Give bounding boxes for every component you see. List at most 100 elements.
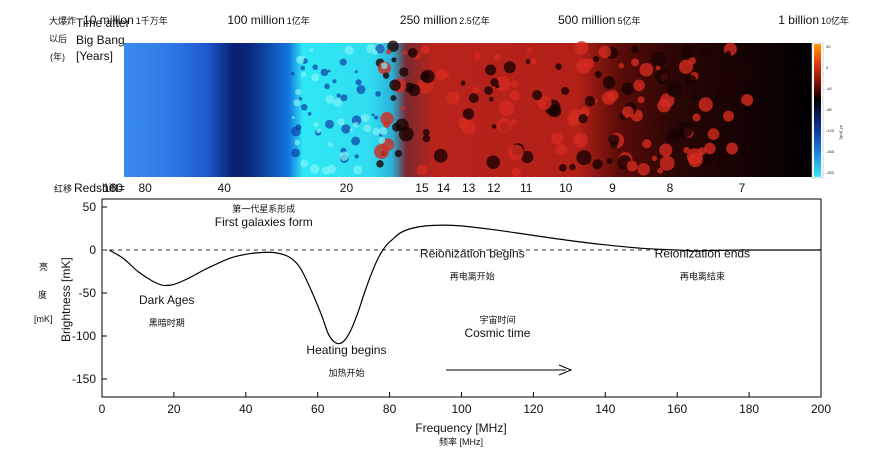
strip-blob	[293, 99, 301, 107]
plot-axes: 0 20 40 60 80 100 120 140 160 180 200 50 0 -50 -100 -15…	[72, 200, 831, 416]
strip-blob	[294, 139, 301, 146]
strip-blob	[692, 113, 701, 122]
strip-blob	[551, 132, 564, 145]
strip-blob	[561, 86, 570, 95]
strip-blob	[402, 50, 407, 55]
strip-blob	[622, 106, 634, 118]
time-tick-en: 100 million	[227, 13, 284, 27]
redshift-value: 80	[138, 181, 152, 195]
strip-blob	[324, 83, 330, 90]
strip-blob	[300, 71, 307, 78]
strip-blob	[337, 118, 345, 126]
redshift-value: 15	[415, 181, 429, 195]
annotation-en: First galaxies form	[215, 215, 313, 229]
strip-blob	[631, 58, 640, 67]
strip-blob	[291, 116, 295, 120]
strip-blob	[575, 135, 582, 142]
strip-blob	[726, 75, 743, 92]
colorbar-label: ΔT [mK]	[839, 125, 844, 139]
strip-blob	[559, 163, 567, 172]
x-tick-label: 60	[311, 402, 325, 416]
strip-blob	[486, 155, 501, 170]
strip-blob	[555, 63, 562, 70]
strip-blob	[390, 95, 397, 101]
y-tick-label: 0	[89, 243, 96, 257]
strip-blob	[642, 139, 652, 149]
strip-blob	[555, 144, 568, 156]
time-tick-labels: 10 million 1千万年 100 million 1亿年 250 million 2…	[83, 13, 849, 27]
strip-blob	[657, 98, 671, 113]
x-tick-label: 0	[99, 402, 106, 416]
redshift-row: 红移 Redshift= 160 80 40 20 15 14 13 12 11 10 9 8 7	[54, 181, 746, 195]
strip-blob	[532, 90, 543, 101]
time-axis-header: 大爆炸 以后 (年) Time after Big Bang [Years] 1…	[49, 13, 849, 63]
strip-blob	[530, 58, 537, 65]
strip-blob	[655, 69, 671, 85]
strip-blob	[575, 58, 592, 74]
strip-blob	[379, 127, 388, 136]
redshift-value: 14	[437, 181, 451, 195]
strip-blob	[698, 147, 707, 156]
strip-blob	[325, 95, 335, 104]
strip-blob	[363, 124, 372, 133]
strip-blob	[320, 68, 329, 77]
y-tick-label: -100	[72, 329, 96, 343]
strip-blob	[327, 69, 331, 73]
strip-blob	[631, 45, 639, 54]
strip-blob	[657, 167, 664, 174]
strip-blob	[420, 44, 430, 55]
strip-blob	[380, 111, 394, 126]
strip-blob	[374, 144, 389, 160]
strip-blob	[526, 47, 533, 53]
strip-blob	[741, 94, 754, 107]
strip-blob	[637, 96, 645, 104]
strip-blob	[740, 66, 753, 79]
colorbar-gradient	[814, 44, 821, 177]
strip-blob	[313, 121, 319, 128]
strip-blob	[626, 160, 638, 172]
redshift-value: 40	[218, 181, 232, 195]
time-tick-cn: 2.5亿年	[459, 15, 490, 26]
colorbar-tick: -120	[826, 128, 835, 133]
annotation-en: Dark Ages	[139, 293, 194, 307]
strip-blob	[312, 64, 318, 70]
strip-blob	[374, 115, 379, 120]
y-tick-label: -50	[79, 286, 97, 300]
strip-blob	[349, 128, 353, 132]
time-tick-cn: 10亿年	[821, 15, 849, 26]
strip-blob	[511, 167, 522, 177]
strip-blob	[371, 113, 375, 117]
time-label-cn-2: 以后	[49, 34, 67, 44]
strip-blob	[341, 124, 351, 134]
strip-blob	[521, 150, 534, 164]
strip-blob	[420, 72, 430, 82]
strip-blob	[496, 118, 512, 134]
y-tick-label: 50	[83, 200, 97, 214]
x-tick-label: 200	[811, 402, 831, 416]
y-axis-label-cn-1: 亮	[39, 261, 48, 272]
strip-blob	[300, 159, 308, 168]
strip-blob	[592, 56, 599, 63]
strip-blob	[573, 132, 588, 148]
strip-blob	[569, 163, 576, 171]
strip-blob	[327, 141, 333, 148]
x-tick-label: 160	[667, 402, 687, 416]
strip-blob	[394, 149, 403, 158]
strip-blob	[353, 165, 363, 175]
colorbar-tick: -160	[826, 149, 835, 154]
strip-blob	[584, 95, 596, 107]
strip-blob	[327, 164, 337, 174]
strip-blob	[678, 59, 694, 74]
strip-blob	[387, 40, 399, 52]
strip-blob	[488, 96, 494, 102]
strip-blob	[422, 128, 430, 136]
x-tick-label: 140	[595, 402, 615, 416]
time-label-en-1: Time after	[76, 16, 130, 30]
redshift-value: 10	[559, 181, 573, 195]
strip-blob	[360, 113, 370, 123]
strip-blob	[385, 49, 392, 55]
brightness-curve	[108, 224, 821, 345]
x-tick-label: 80	[383, 402, 397, 416]
strip-blob	[714, 90, 728, 104]
strip-blob	[340, 94, 348, 102]
